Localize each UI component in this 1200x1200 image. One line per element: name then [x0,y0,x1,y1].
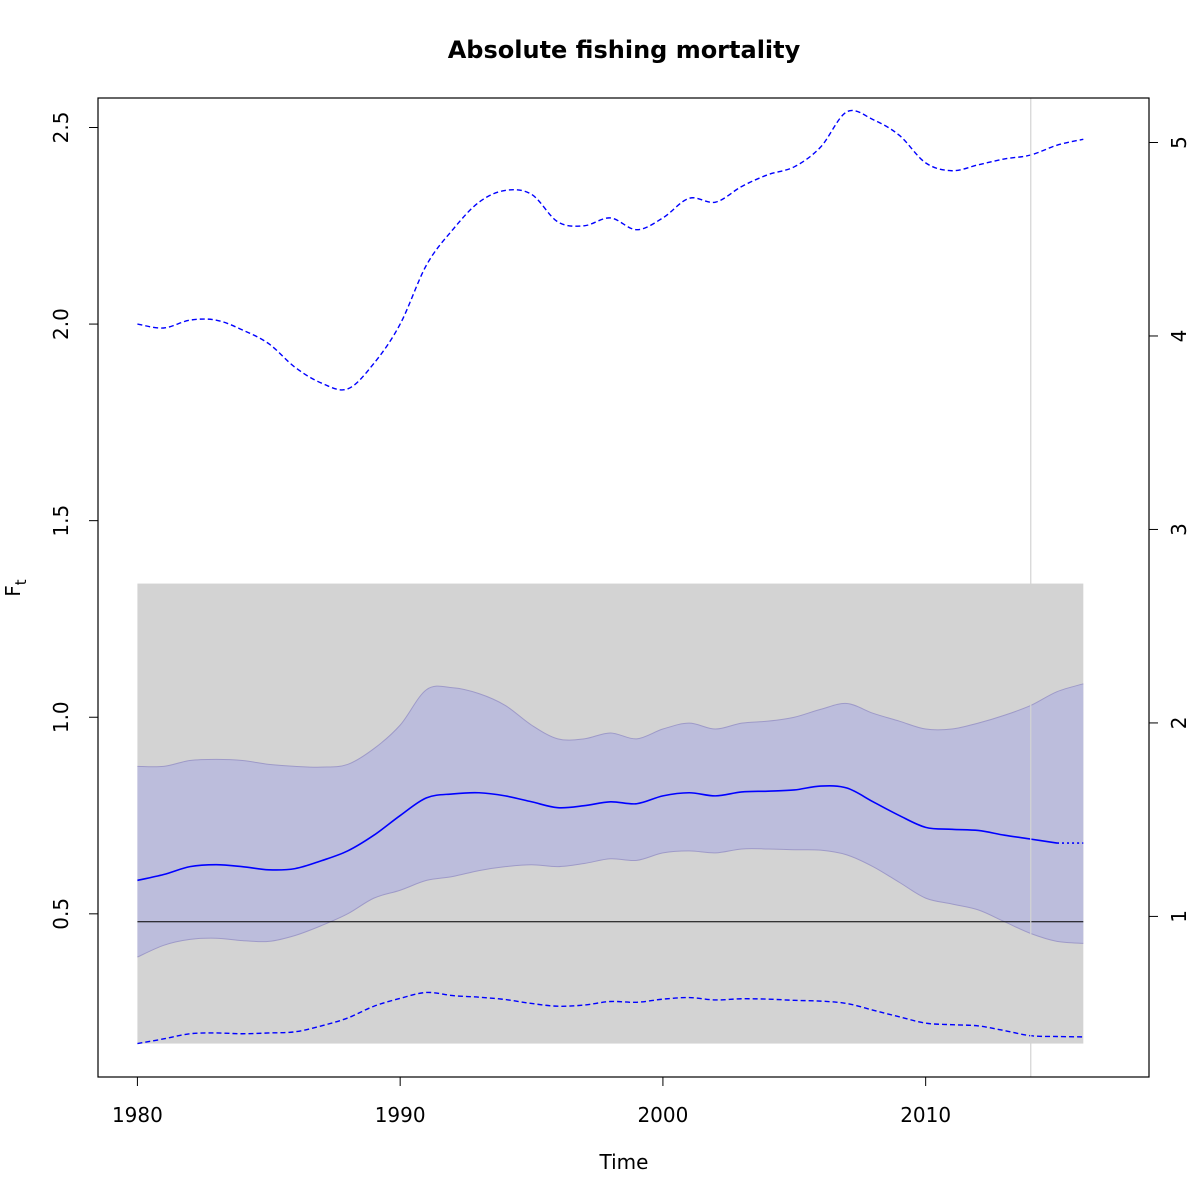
x-tick-label: 2010 [900,1103,951,1127]
lower-dashed-line [137,991,1084,1045]
series-layer [137,109,1084,1045]
ci-upper-line [137,683,1084,768]
y-tick-label: 2.0 [49,308,73,340]
x-axis: 1980 1990 2000 2010 [112,1076,951,1127]
y-tick-label: 1.5 [49,505,73,537]
x-axis-label: Time [599,1150,649,1174]
y-tick-label: 1.0 [49,701,73,733]
estimate-line [137,785,1058,882]
x-tick-label: 1980 [112,1103,163,1127]
confidence-band-layer [137,683,1084,958]
plot-area [137,98,1084,1077]
x-tick-label: 1990 [375,1103,426,1127]
y-right-tick-label: 2 [1167,717,1191,730]
y-axis-right: 1 2 3 4 5 [1148,136,1191,923]
y-right-tick-label: 4 [1167,330,1191,343]
y-axis-label-subscript: t [12,579,30,585]
y-axis: 0.5 1.0 1.5 2.0 2.5 [49,112,99,930]
y-tick-label: 2.5 [49,112,73,144]
upper-dashed-line [137,109,1084,391]
y-right-tick-label: 3 [1167,523,1191,536]
y-axis-label: Ft [1,579,30,597]
y-tick-label: 0.5 [49,898,73,930]
y-right-tick-label: 1 [1167,910,1191,923]
y-axis-label-main: F [1,585,25,597]
confidence-band [137,683,1084,958]
y-right-tick-label: 5 [1167,136,1191,149]
chart-title: Absolute fishing mortality [448,36,801,64]
x-tick-label: 2000 [637,1103,688,1127]
ci-lower-line [137,848,1084,958]
